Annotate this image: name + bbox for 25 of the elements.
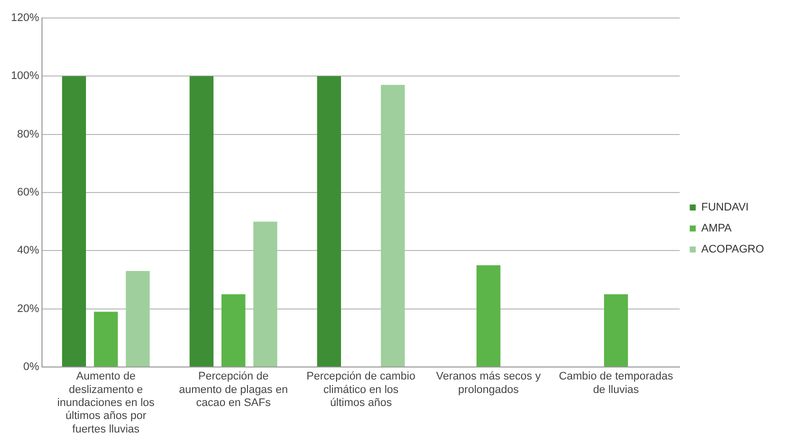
bar	[62, 76, 86, 366]
legend-label: AMPA	[701, 222, 732, 235]
x-tick-label: Percepción de aumento de plagas en cacao en SAFs	[178, 370, 288, 410]
bar	[380, 84, 405, 366]
y-tick-label: 60%	[17, 186, 40, 199]
y-tick-label: 100%	[10, 70, 40, 82]
x-tick-label: Cambio de temporadas de lluvias	[558, 370, 674, 396]
legend-label: ACOPAGRO	[701, 244, 764, 256]
x-tick-label: Veranos más secos y prolongados	[436, 370, 542, 396]
bar	[253, 222, 278, 366]
y-tick-label: 120%	[10, 12, 40, 24]
bar	[604, 294, 628, 366]
bar	[190, 76, 214, 366]
bar	[221, 294, 246, 366]
bar	[94, 312, 118, 366]
x-tick-label: Percepción de cambio climático en los últimos años	[306, 370, 416, 410]
x-tick-label: Aumento de deslizamento e inundaciones en los últimos años por fuertes lluvias	[57, 370, 156, 436]
y-tick-label: 40%	[17, 244, 40, 257]
legend-label: FUNDAVI	[701, 202, 749, 214]
bar	[476, 265, 500, 366]
y-tick-label: 20%	[17, 302, 40, 315]
bar	[317, 76, 342, 366]
bar	[126, 271, 150, 366]
y-tick-label: 0%	[23, 361, 40, 374]
y-tick-label: 80%	[17, 128, 40, 140]
